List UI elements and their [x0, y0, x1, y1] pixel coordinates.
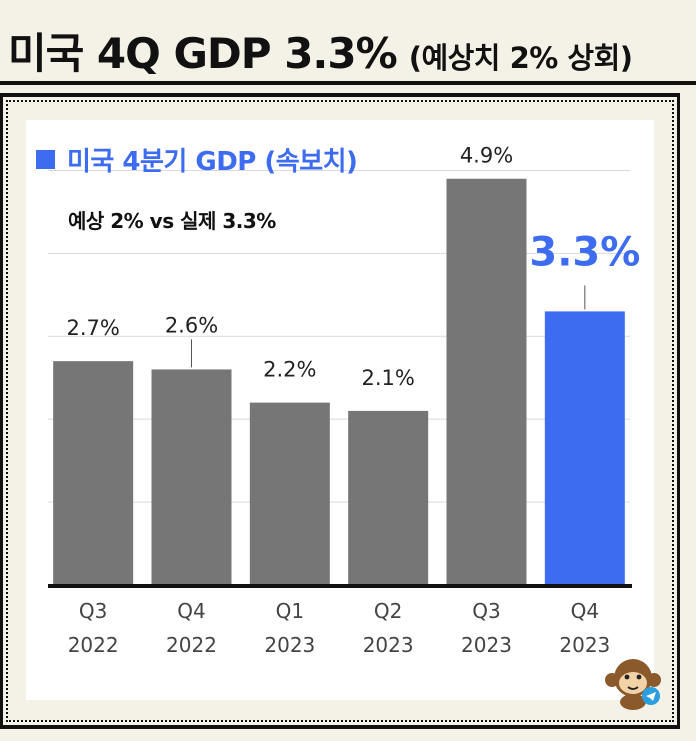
- chart-bars: [53, 178, 625, 585]
- chart-frame: [0, 93, 680, 729]
- data-label: 3.3%: [529, 229, 640, 275]
- legend-label: 미국 4분기 GDP (속보치): [67, 147, 358, 177]
- telegram-icon: [642, 687, 660, 705]
- x-tick-label: 2022: [68, 633, 119, 657]
- data-label: 2.1%: [361, 366, 414, 390]
- legend-swatch: [36, 150, 55, 169]
- x-tick-label: Q4: [177, 599, 205, 623]
- headline: 미국 4Q GDP 3.3% (예상치 2% 상회): [8, 20, 633, 80]
- bar: [544, 311, 625, 585]
- bar: [446, 178, 527, 585]
- x-tick-label: Q4: [571, 599, 599, 623]
- x-tick-label: Q3: [79, 599, 107, 623]
- title-underline: [0, 81, 696, 85]
- page-title: 미국 4Q GDP 3.3%: [8, 29, 398, 78]
- chart-data-labels: 2.7% 2.6% 2.2% 2.1% 4.9% 3.3%: [66, 144, 640, 390]
- chart-annotation: 예상 2% vs 실제 3.3%: [68, 209, 276, 233]
- bar: [53, 361, 134, 585]
- chart-legend: 미국 4분기 GDP (속보치): [36, 141, 358, 178]
- bar: [151, 369, 232, 585]
- chart-x-ticks: Q3 2022 Q4 2022 Q1 2023 Q2 2023 Q3 2023 Q4 2023: [68, 599, 611, 657]
- data-label: 2.7%: [66, 316, 119, 340]
- x-tick-label: Q3: [472, 599, 500, 623]
- chart-frame-dotted: [6, 100, 674, 722]
- chart-grid: [48, 169, 630, 503]
- bar: [249, 402, 330, 585]
- page-subtitle: (예상치 2% 상회): [408, 41, 633, 75]
- label-leaders: [191, 285, 586, 368]
- x-tick-label: 2023: [559, 633, 610, 657]
- bar: [348, 410, 429, 585]
- x-tick-label: 2023: [264, 633, 315, 657]
- x-tick-label: 2023: [363, 633, 414, 657]
- x-tick-label: 2022: [166, 633, 217, 657]
- data-label: 4.9%: [460, 144, 513, 168]
- x-tick-label: Q1: [276, 599, 304, 623]
- x-tick-label: Q2: [374, 599, 402, 623]
- x-tick-label: 2023: [461, 633, 512, 657]
- monkey-icon: [605, 659, 661, 710]
- data-label: 2.2%: [263, 358, 316, 382]
- data-label: 2.6%: [165, 313, 218, 337]
